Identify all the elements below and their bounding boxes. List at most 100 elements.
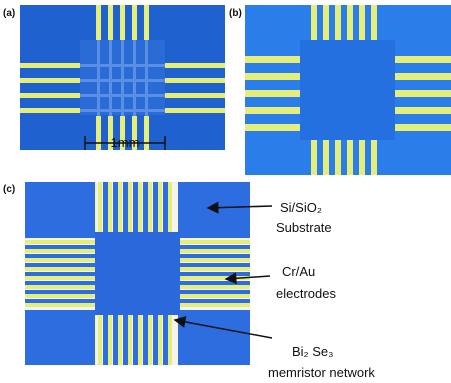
electrode [163, 182, 168, 232]
electrode [108, 315, 112, 365]
electrode [138, 315, 142, 365]
electrode [180, 272, 250, 276]
electrode [153, 315, 158, 365]
electrode [180, 294, 250, 298]
electrode [165, 93, 225, 98]
electrode [96, 5, 101, 40]
electrode [98, 315, 102, 365]
electrode [158, 182, 162, 232]
electrode [311, 140, 317, 175]
electrode [120, 5, 125, 40]
electrode [113, 315, 118, 365]
annotation: Si/SiO₂ [280, 200, 322, 215]
electrode [395, 107, 451, 114]
electrode [165, 63, 225, 68]
electrode [138, 182, 142, 232]
electrode [25, 299, 95, 303]
electrode [144, 116, 149, 150]
electrode [128, 315, 132, 365]
electrode [158, 315, 162, 365]
electrode [103, 182, 108, 232]
panel-c-center [95, 232, 180, 315]
electrode [108, 182, 112, 232]
electrode [180, 267, 250, 271]
electrode [180, 258, 250, 262]
electrode [25, 249, 95, 253]
electrode [133, 315, 138, 365]
electrode [25, 294, 95, 298]
electrode [245, 90, 300, 97]
electrode [25, 285, 95, 289]
electrode [143, 315, 148, 365]
annotation: Substrate [276, 220, 332, 235]
electrode [323, 5, 329, 40]
electrode [20, 63, 80, 68]
electrode [20, 108, 80, 113]
electrode [168, 182, 172, 232]
electrode [128, 182, 132, 232]
electrode [245, 56, 300, 63]
electrode [180, 281, 250, 285]
electrode [359, 5, 365, 40]
electrode [96, 116, 101, 150]
electrode [180, 249, 250, 253]
electrode [371, 140, 377, 175]
electrode [144, 5, 149, 40]
electrode [347, 140, 353, 175]
electrode [118, 315, 122, 365]
electrode [132, 5, 137, 40]
electrode [245, 73, 300, 80]
electrode [118, 182, 122, 232]
electrode [180, 285, 250, 289]
annotation: Bi₂ Se₃ [292, 344, 333, 359]
electrode [359, 140, 365, 175]
electrode [180, 254, 250, 258]
electrode [113, 182, 118, 232]
electrode [25, 245, 95, 249]
electrode [163, 315, 168, 365]
electrode [123, 315, 128, 365]
electrode [323, 140, 329, 175]
electrode [371, 5, 377, 40]
annotation: memristor network [268, 365, 375, 380]
electrode [148, 315, 152, 365]
electrode [180, 240, 250, 244]
electrode [395, 56, 451, 63]
scale-label: 1mm [111, 135, 140, 150]
figure: 1mm (a) (b) (c) Si/SiO₂ Substrate Cr/Au … [0, 0, 451, 383]
electrode [143, 182, 148, 232]
electrode [165, 108, 225, 113]
electrode [25, 263, 95, 267]
electrode [25, 272, 95, 276]
electrode [245, 107, 300, 114]
page: 1mm (a) (b) (c) Si/SiO₂ Substrate Cr/Au … [0, 0, 451, 383]
electrode [153, 182, 158, 232]
electrode [133, 182, 138, 232]
electrode [180, 303, 250, 307]
electrode [180, 290, 250, 294]
panel-label: (a) [3, 8, 15, 19]
electrode [180, 299, 250, 303]
electrode [103, 315, 108, 365]
electrode [347, 5, 353, 40]
panel-b-center [300, 40, 395, 140]
annotation: electrodes [276, 286, 336, 301]
electrode [98, 182, 102, 232]
panel-label: (b) [229, 8, 242, 19]
electrode [25, 303, 95, 307]
electrode [25, 276, 95, 280]
electrode [395, 90, 451, 97]
electrode [148, 182, 152, 232]
electrode [25, 240, 95, 244]
electrode [25, 290, 95, 294]
electrode [335, 5, 341, 40]
electrode [395, 73, 451, 80]
electrode [123, 182, 128, 232]
electrode [335, 140, 341, 175]
electrode [311, 5, 317, 40]
electrode [395, 124, 451, 131]
electrode [20, 78, 80, 83]
annotation: Cr/Au [282, 264, 315, 279]
electrode [245, 124, 300, 131]
electrode [180, 263, 250, 267]
